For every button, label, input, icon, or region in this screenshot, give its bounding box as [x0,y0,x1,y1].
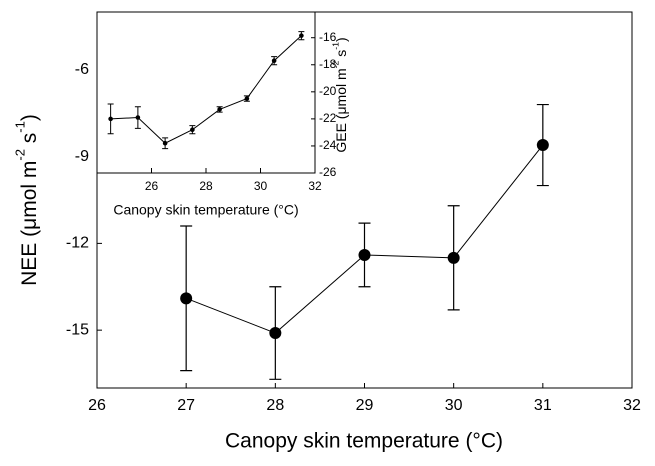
y-tick-label: -24 [319,138,337,152]
y-tick-label: -18 [319,57,337,71]
data-point [299,33,304,38]
data-line [110,35,302,144]
y-axis-label-part: -2 [331,60,341,68]
x-tick-label: 30 [445,397,463,414]
x-tick-label: 28 [199,179,213,193]
data-point [271,58,277,64]
y-tick-label: -22 [319,111,337,125]
x-axis-label: Canopy skin temperature (°C) [113,202,298,218]
x-tick-label: 26 [145,179,159,193]
data-point [217,107,222,112]
y-axis-label-part: -1 [331,42,341,50]
y-tick-label: -15 [66,321,89,338]
data-point [269,327,282,340]
x-tick-label: 30 [254,179,268,193]
y-tick-label: -26 [319,165,337,179]
data-point [162,140,168,146]
y-axis-label-part: NEE (μmol m [18,161,41,286]
data-point [536,139,549,152]
x-tick-label: 26 [88,397,106,414]
data-point [244,96,250,101]
data-point [108,116,113,122]
data-point [180,292,193,305]
y-tick-label: -9 [75,148,89,165]
y-axis-label-part: GEE (μmol m [333,68,349,152]
x-tick-label: 28 [266,397,284,414]
y-axis-label-part: -2 [13,149,28,161]
inset-chart: 26 28 30 32-26 -24 -22 -20 -18 -16 Canopy skin te… [96,11,349,218]
data-point [358,248,371,261]
data-point [135,115,141,120]
y-axis-label: NEE (μmol m-2 s-1) [13,114,41,286]
y-axis-label-part: ) [333,37,349,42]
y-axis-label: GEE (μmol m-2 s-1) [331,37,349,152]
y-axis-label-part: ) [18,114,41,121]
y-axis-label-part: -1 [13,121,28,133]
x-tick-label: 32 [308,179,322,193]
x-tick-label: 27 [177,397,195,414]
y-tick-label: -16 [319,30,337,44]
data-point [190,127,195,133]
plot-area [96,11,316,174]
x-tick-label: 31 [534,397,552,414]
x-tick-label: 29 [356,397,374,414]
y-axis-label-part: s [333,50,349,61]
x-axis-label: Canopy skin temperature (°C) [225,430,503,453]
y-tick-label: -12 [66,235,89,252]
x-tick-label: 32 [623,397,641,414]
data-point [447,251,460,264]
y-tick-label: -20 [319,84,337,98]
y-axis-label-part: s [18,133,41,149]
y-tick-label: -6 [75,61,89,78]
